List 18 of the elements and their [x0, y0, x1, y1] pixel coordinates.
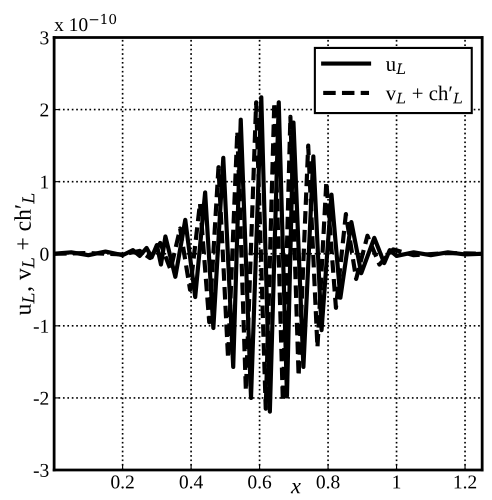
- x-tick-label: 0.8: [316, 475, 340, 489]
- y-tick-label: -1: [34, 320, 48, 333]
- y-tick-label: 2: [40, 103, 48, 116]
- x-tick-label: 0.4: [180, 475, 203, 489]
- x-tick-label: 1: [393, 476, 400, 488]
- y-tick-label: 1: [41, 176, 48, 188]
- y-tick-label: 3: [40, 31, 48, 44]
- legend-label: u$_{L}$: [386, 61, 406, 74]
- x-tick-label: 0.2: [111, 475, 134, 489]
- x-tick-label: 0.6: [248, 475, 272, 489]
- x-axis-title: x: [290, 483, 301, 494]
- x-tick-label: 1.2: [454, 475, 476, 489]
- legend-label: v$_{L}$ + ch′$_{L}$: [386, 86, 462, 104]
- y-tick-label: -2: [34, 392, 48, 405]
- y-axis-title: u$_{L}$, v$_{L}$ + ch′$_{L}$: [14, 194, 34, 316]
- y-tick-label: 0: [40, 248, 49, 261]
- y-tick-label: -3: [34, 464, 48, 477]
- text: x 10$^{−10}$: [54, 14, 116, 32]
